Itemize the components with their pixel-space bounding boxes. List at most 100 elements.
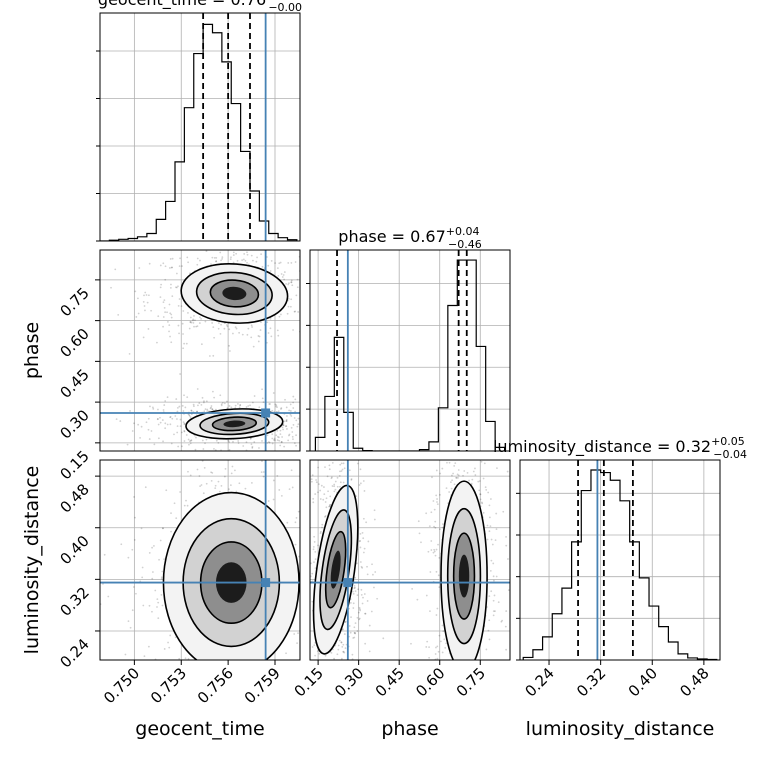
sample-point bbox=[329, 503, 332, 506]
sample-point bbox=[151, 546, 153, 549]
sample-point bbox=[492, 575, 495, 578]
sample-point bbox=[215, 256, 218, 259]
sample-point bbox=[481, 502, 484, 505]
sample-point bbox=[250, 324, 253, 327]
sample-point bbox=[325, 497, 328, 500]
sample-point bbox=[183, 430, 186, 433]
sample-point bbox=[271, 409, 274, 412]
sample-point bbox=[184, 657, 187, 660]
sample-point bbox=[232, 251, 235, 254]
sample-point bbox=[331, 461, 334, 464]
sample-point bbox=[492, 562, 495, 565]
sample-point bbox=[495, 575, 498, 578]
sample-point bbox=[438, 586, 441, 589]
sample-point bbox=[250, 254, 253, 257]
sample-point bbox=[147, 645, 150, 648]
sample-point bbox=[324, 515, 327, 517]
sample-point bbox=[215, 439, 218, 442]
sample-point bbox=[358, 606, 361, 609]
sample-point bbox=[241, 333, 244, 336]
sample-point bbox=[493, 579, 495, 582]
sample-point bbox=[286, 428, 288, 430]
sample-point bbox=[290, 415, 293, 417]
sample-point bbox=[317, 544, 319, 547]
sample-point bbox=[156, 606, 158, 608]
sample-point bbox=[243, 253, 246, 255]
sample-point bbox=[324, 466, 326, 468]
sample-point bbox=[223, 327, 226, 330]
sample-point bbox=[212, 390, 214, 393]
sample-point bbox=[434, 520, 437, 523]
sample-point bbox=[340, 470, 343, 472]
sample-point bbox=[228, 448, 231, 451]
sample-point bbox=[295, 294, 298, 297]
sample-point bbox=[175, 517, 178, 520]
sample-point bbox=[340, 462, 343, 465]
sample-point bbox=[488, 638, 491, 641]
sample-point bbox=[217, 441, 220, 444]
sample-point bbox=[176, 418, 178, 420]
sample-point bbox=[187, 470, 189, 473]
sample-point bbox=[257, 335, 260, 337]
sample-point bbox=[356, 630, 359, 632]
sample-point bbox=[282, 428, 284, 431]
sample-point bbox=[221, 257, 224, 260]
sample-point bbox=[432, 500, 435, 502]
sample-point bbox=[295, 444, 297, 447]
sample-point bbox=[147, 294, 150, 297]
sample-point bbox=[359, 609, 362, 612]
sample-point bbox=[209, 407, 212, 410]
sample-point bbox=[131, 548, 134, 551]
sample-point bbox=[246, 261, 248, 264]
sample-point bbox=[474, 474, 477, 476]
sample-point bbox=[220, 323, 222, 326]
sample-point bbox=[195, 325, 198, 328]
sample-point bbox=[490, 498, 492, 500]
sample-point bbox=[163, 648, 166, 650]
sample-point bbox=[333, 483, 336, 486]
sample-point bbox=[164, 311, 167, 314]
sample-point bbox=[183, 429, 186, 432]
sample-point bbox=[454, 462, 457, 465]
sample-point bbox=[425, 512, 428, 515]
sample-point bbox=[184, 406, 187, 409]
sample-point bbox=[496, 467, 498, 469]
x-tick-label: 0.48 bbox=[676, 664, 712, 700]
sample-point bbox=[205, 250, 208, 252]
sample-point bbox=[295, 419, 298, 422]
sample-point bbox=[269, 403, 271, 405]
sample-point bbox=[367, 540, 370, 543]
sample-point bbox=[457, 476, 459, 479]
sample-point bbox=[152, 571, 154, 573]
sample-point bbox=[189, 320, 192, 323]
sample-point bbox=[201, 439, 204, 442]
sample-point bbox=[334, 488, 337, 491]
sample-point bbox=[169, 415, 172, 418]
sample-point bbox=[427, 550, 430, 553]
y-tick-label: 0.30 bbox=[56, 406, 92, 442]
sample-point bbox=[270, 260, 273, 262]
x-tick-label: 0.30 bbox=[331, 664, 367, 700]
sample-point bbox=[168, 324, 171, 327]
sample-point bbox=[319, 530, 322, 533]
sample-point bbox=[261, 388, 263, 391]
sample-point bbox=[290, 469, 293, 472]
sample-point bbox=[330, 477, 333, 480]
sample-point bbox=[278, 262, 281, 265]
sample-point bbox=[170, 442, 173, 445]
sample-point bbox=[280, 494, 283, 497]
sample-point bbox=[350, 616, 352, 619]
sample-point bbox=[234, 469, 236, 472]
sample-point bbox=[324, 515, 326, 518]
sample-point bbox=[211, 472, 214, 474]
sample-point bbox=[487, 629, 490, 632]
sample-point bbox=[194, 319, 196, 322]
sample-point bbox=[282, 424, 285, 427]
sample-point bbox=[330, 652, 333, 654]
sample-point bbox=[441, 651, 444, 654]
sample-point bbox=[169, 286, 172, 289]
sample-point bbox=[295, 434, 297, 437]
sample-point bbox=[177, 445, 180, 448]
sample-point bbox=[438, 556, 441, 559]
sample-point bbox=[162, 301, 165, 304]
